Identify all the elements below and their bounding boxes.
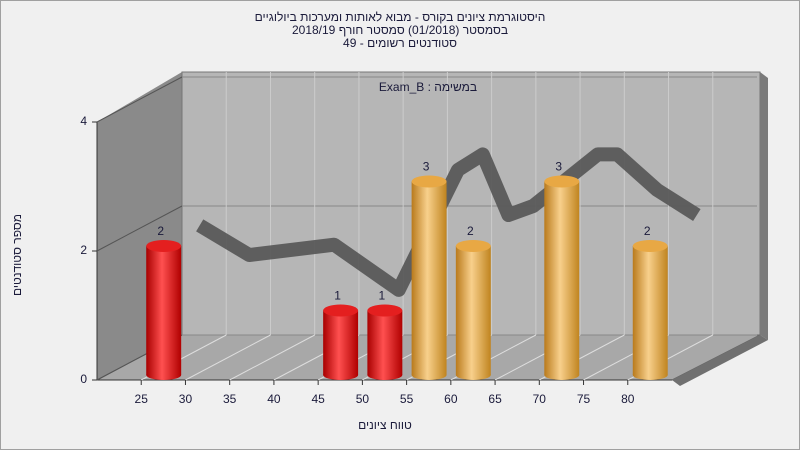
value-label: 2 [467, 224, 474, 238]
bar [544, 181, 580, 375]
x-tick-label: 65 [488, 392, 502, 406]
chart-title: היסטוגרמת ציונים בקורס - מבוא לאותות ומע… [255, 10, 546, 24]
grid-line [96, 205, 183, 252]
y-axis-label: מספר סטודנטים [10, 214, 24, 296]
x-tick-label: 80 [621, 392, 635, 406]
right-edge [760, 72, 768, 340]
bar-base [367, 370, 403, 380]
x-tick-label: 70 [533, 392, 547, 406]
x-axis-label: טווח ציונים [358, 418, 412, 432]
bar-top [455, 240, 491, 252]
bar-base [455, 370, 491, 380]
y-tick-label: 4 [80, 114, 87, 128]
bar [411, 181, 447, 375]
value-label: 3 [423, 160, 430, 174]
bar-top [323, 304, 359, 317]
bar [367, 310, 403, 375]
x-tick-label: 55 [400, 392, 414, 406]
x-tick-label: 45 [311, 392, 325, 406]
bar-base [146, 370, 182, 380]
bar-top [146, 240, 182, 252]
chart-title: סטודנטים רשומים - 49 [343, 36, 457, 50]
floor-edge [672, 335, 768, 386]
value-label: 3 [555, 160, 562, 174]
value-label: 1 [379, 289, 386, 303]
bar [455, 246, 491, 375]
value-label: 2 [157, 224, 164, 238]
x-tick-label: 60 [444, 392, 458, 406]
bar-top [544, 175, 580, 188]
y-tick-label: 2 [80, 243, 87, 257]
bar-base [323, 370, 359, 380]
curve [196, 147, 701, 297]
bar [146, 246, 182, 375]
annotation: במשימה : Exam_B [379, 80, 477, 94]
value-label: 1 [334, 289, 341, 303]
x-tick-label: 30 [179, 392, 193, 406]
x-tick-label: 35 [223, 392, 237, 406]
x-tick-label: 50 [356, 392, 370, 406]
x-tick-label: 40 [267, 392, 281, 406]
bar-base [411, 370, 447, 380]
chart-title: בסמסטר (01/2018) סמסטר חורף 2018/19 [292, 23, 508, 37]
value-label: 2 [644, 224, 651, 238]
bar [323, 310, 359, 375]
x-tick-label: 75 [577, 392, 591, 406]
bar-base [632, 370, 668, 380]
grid-line [229, 334, 315, 381]
bar-top [632, 240, 668, 252]
bar [632, 246, 668, 375]
grid-line [96, 76, 183, 123]
bar-base [544, 370, 580, 380]
grid-line [185, 334, 271, 381]
bar-top [411, 175, 447, 188]
y-tick-label: 0 [80, 372, 87, 386]
x-tick-label: 25 [135, 392, 149, 406]
bar-top [367, 304, 403, 317]
